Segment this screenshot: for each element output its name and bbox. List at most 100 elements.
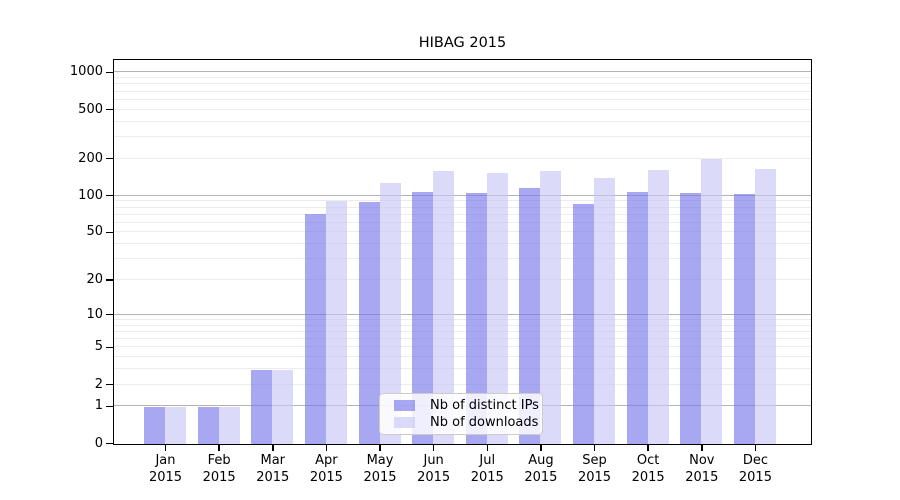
minor-gridline: [114, 279, 811, 280]
x-tick-mark: [486, 445, 489, 451]
x-tick-label: May 2015: [363, 453, 397, 485]
x-tick-mark: [164, 445, 167, 451]
bar-sep-distinct-ips: [573, 203, 595, 444]
y-tick-mark: [106, 383, 113, 386]
minor-gridline: [114, 221, 811, 223]
minor-gridline: [114, 120, 811, 122]
bar-aug-downloads: [540, 170, 562, 444]
legend-item-downloads: Nb of downloads: [389, 415, 538, 430]
x-tick-label: Aug 2015: [524, 453, 558, 485]
y-tick-label: 50: [86, 224, 103, 240]
x-tick-label: Dec 2015: [738, 453, 772, 485]
y-tick-label: 200: [78, 150, 103, 166]
y-tick-mark: [106, 157, 113, 160]
minor-gridline: [114, 356, 811, 358]
minor-gridline: [114, 213, 811, 215]
x-tick-mark: [218, 445, 220, 451]
minor-gridline: [114, 206, 811, 208]
y-tick-label: 100: [78, 187, 103, 203]
y-tick-mark: [106, 313, 113, 316]
minor-gridline: [114, 318, 811, 320]
minor-gridline: [114, 368, 811, 370]
bar-oct-downloads: [647, 169, 669, 444]
bar-jun-distinct-ips: [412, 192, 434, 444]
x-tick-mark: [593, 445, 596, 451]
bar-may-distinct-ips: [358, 201, 380, 444]
bar-dec-downloads: [754, 169, 776, 444]
y-tick-label: 20: [86, 272, 103, 287]
y-tick-label: 5: [94, 339, 103, 355]
x-tick-label: Jan 2015: [148, 453, 183, 485]
x-tick-mark: [701, 445, 703, 451]
x-tick-mark: [325, 445, 328, 451]
chart-title: HIBAG 2015: [418, 35, 507, 51]
minor-gridline: [114, 231, 811, 233]
x-tick-label: Oct 2015: [631, 453, 665, 485]
minor-gridline: [114, 324, 811, 326]
bar-feb-distinct-ips: [197, 406, 219, 444]
bar-nov-distinct-ips: [680, 192, 702, 444]
bar-dec-distinct-ips: [733, 194, 755, 444]
minor-gridline: [114, 346, 811, 348]
bar-sep-downloads: [594, 177, 616, 444]
bar-nov-downloads: [701, 158, 723, 444]
minor-gridline: [114, 383, 811, 385]
legend: Nb of distinct IPs Nb of downloads: [379, 393, 543, 435]
minor-gridline: [114, 200, 811, 202]
bar-mar-downloads: [272, 369, 294, 444]
x-tick-label: Feb 2015: [202, 453, 236, 485]
legend-swatch: [394, 400, 415, 412]
y-tick-label: 10: [86, 306, 103, 322]
x-tick-label: Jun 2015: [417, 453, 451, 485]
major-gridline: [114, 71, 811, 73]
bar-apr-downloads: [325, 200, 347, 444]
y-tick-mark: [106, 442, 113, 445]
y-tick-label: 1: [94, 398, 103, 414]
minor-gridline: [114, 108, 811, 110]
bar-jul-downloads: [486, 172, 508, 444]
bar-jul-distinct-ips: [465, 192, 487, 444]
grid-layer: [114, 60, 811, 444]
legend-swatch: [394, 416, 415, 428]
major-gridline: [114, 194, 811, 196]
x-tick-label: Apr 2015: [309, 453, 343, 485]
y-tick-mark: [106, 405, 113, 408]
minor-gridline: [114, 258, 811, 260]
legend-item-distinct-ips: Nb of distinct IPs: [389, 398, 539, 413]
x-tick-mark: [647, 445, 649, 451]
y-tick-label: 0: [94, 435, 103, 451]
minor-gridline: [114, 157, 811, 159]
bar-jan-distinct-ips: [144, 406, 165, 444]
legend-label: Nb of downloads: [430, 414, 539, 430]
minor-gridline: [114, 83, 811, 85]
minor-gridline: [114, 338, 811, 339]
minor-gridline: [114, 243, 811, 245]
y-tick-label: 500: [78, 101, 103, 117]
x-tick-mark: [540, 445, 542, 451]
minor-gridline: [114, 90, 811, 92]
x-tick-mark: [272, 445, 274, 451]
y-tick-label: 1000: [69, 64, 103, 80]
bar-aug-distinct-ips: [519, 187, 541, 444]
minor-gridline: [114, 77, 811, 79]
bar-layer: [114, 60, 811, 444]
bar-oct-distinct-ips: [626, 191, 648, 444]
x-tick-label: Nov 2015: [685, 453, 719, 485]
bar-jan-downloads: [165, 406, 186, 444]
plot-area: Nb of distinct IPs Nb of downloads: [113, 59, 812, 445]
x-tick-mark: [379, 445, 381, 451]
x-tick-label: Mar 2015: [256, 453, 290, 485]
y-tick-label: 2: [94, 376, 103, 392]
minor-gridline: [114, 330, 811, 332]
x-tick-mark: [754, 445, 757, 451]
minor-gridline: [114, 98, 811, 100]
bar-may-downloads: [379, 183, 401, 444]
x-tick-mark: [432, 445, 435, 451]
y-tick-mark: [106, 346, 113, 349]
y-tick-mark: [106, 71, 113, 74]
major-gridline: [114, 313, 811, 315]
legend-label: Nb of distinct IPs: [430, 398, 539, 414]
x-tick-label: Jul 2015: [470, 453, 504, 485]
y-tick-mark: [106, 194, 113, 197]
